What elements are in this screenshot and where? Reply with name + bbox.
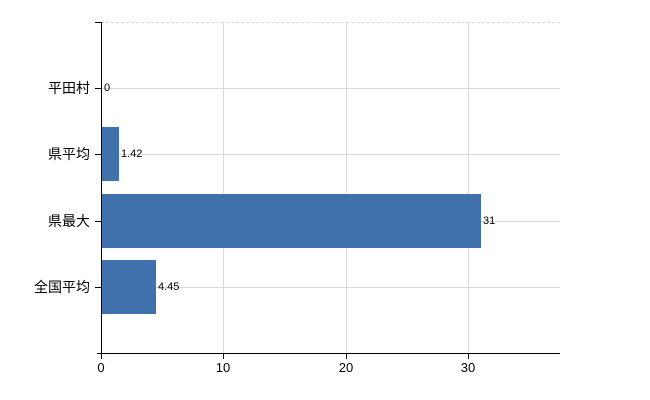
category-gridline — [101, 88, 560, 89]
y-axis-tick — [95, 154, 101, 155]
value-label-3: 4.45 — [158, 281, 180, 293]
x-axis-line — [97, 353, 560, 354]
category-label-2: 県最大 — [48, 213, 90, 229]
x-tick-label-20: 20 — [338, 360, 354, 375]
bar-2 — [102, 194, 481, 248]
y-axis-tick — [95, 88, 101, 89]
bar-3 — [102, 260, 156, 314]
x-axis-tick-30 — [468, 354, 469, 359]
x-tick-label-0: 0 — [97, 360, 105, 375]
category-label-3: 全国平均 — [34, 279, 90, 295]
y-axis-line — [101, 22, 102, 353]
y-axis-tick — [95, 221, 101, 222]
category-label-1: 県平均 — [48, 146, 90, 162]
x-axis-tick-20 — [346, 354, 347, 359]
y-axis-tick-top — [95, 22, 101, 23]
category-label-0: 平田村 — [48, 80, 90, 96]
value-label-0: 0 — [104, 82, 111, 94]
x-tick-label-10: 10 — [215, 360, 231, 375]
x-gridline-30 — [468, 22, 469, 353]
bar-1 — [102, 127, 119, 181]
x-gridline-20 — [346, 22, 347, 353]
x-axis-tick-0 — [101, 354, 102, 359]
value-label-2: 31 — [483, 215, 496, 227]
category-gridline — [101, 287, 560, 288]
value-label-1: 1.42 — [121, 148, 143, 160]
x-gridline-10 — [223, 22, 224, 353]
plot-top-border — [101, 22, 560, 23]
category-gridline — [101, 154, 560, 155]
x-axis-tick-10 — [223, 354, 224, 359]
y-axis-tick — [95, 287, 101, 288]
x-tick-label-30: 30 — [460, 360, 476, 375]
